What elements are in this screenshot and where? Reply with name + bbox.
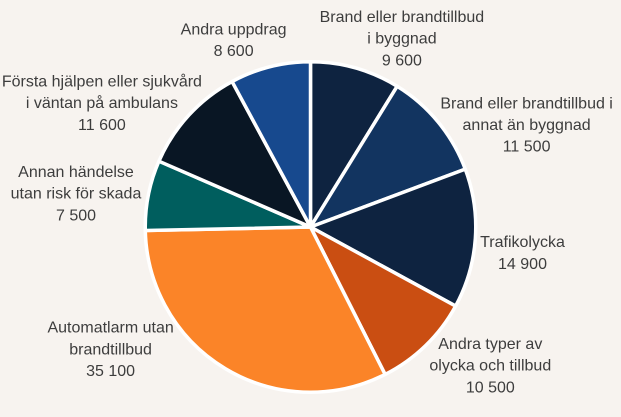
svg-text:i byggnad: i byggnad xyxy=(367,31,436,48)
svg-text:Första hjälpen eller sjukvård: Första hjälpen eller sjukvård xyxy=(2,73,202,91)
svg-text:11 500: 11 500 xyxy=(503,139,551,156)
svg-text:11 600: 11 600 xyxy=(78,117,126,134)
svg-text:35 100: 35 100 xyxy=(86,363,135,380)
svg-text:brandtillbud: brandtillbud xyxy=(69,341,152,358)
svg-text:Andra typer av: Andra typer av xyxy=(438,336,542,353)
svg-text:8 600: 8 600 xyxy=(214,43,254,60)
svg-text:10 500: 10 500 xyxy=(466,379,515,396)
svg-text:annat än byggnad: annat än byggnad xyxy=(463,117,591,134)
svg-text:olycka och tillbud: olycka och tillbud xyxy=(429,358,551,375)
svg-text:9 600: 9 600 xyxy=(382,52,422,69)
svg-text:7 500: 7 500 xyxy=(56,207,96,224)
svg-text:utan risk för skada: utan risk för skada xyxy=(11,186,142,203)
svg-text:Automatlarm utan: Automatlarm utan xyxy=(47,320,173,337)
svg-text:14 900: 14 900 xyxy=(498,256,547,273)
svg-text:Trafikolycka: Trafikolycka xyxy=(480,234,565,251)
svg-text:Andra uppdrag: Andra uppdrag xyxy=(181,22,287,39)
svg-text:Annan händelse: Annan händelse xyxy=(18,164,134,181)
svg-text:Brand eller brandtillbud i: Brand eller brandtillbud i xyxy=(440,95,613,112)
svg-text:Brand eller brandtillbud: Brand eller brandtillbud xyxy=(320,9,485,26)
svg-text:i väntan på ambulans: i väntan på ambulans xyxy=(26,94,178,112)
